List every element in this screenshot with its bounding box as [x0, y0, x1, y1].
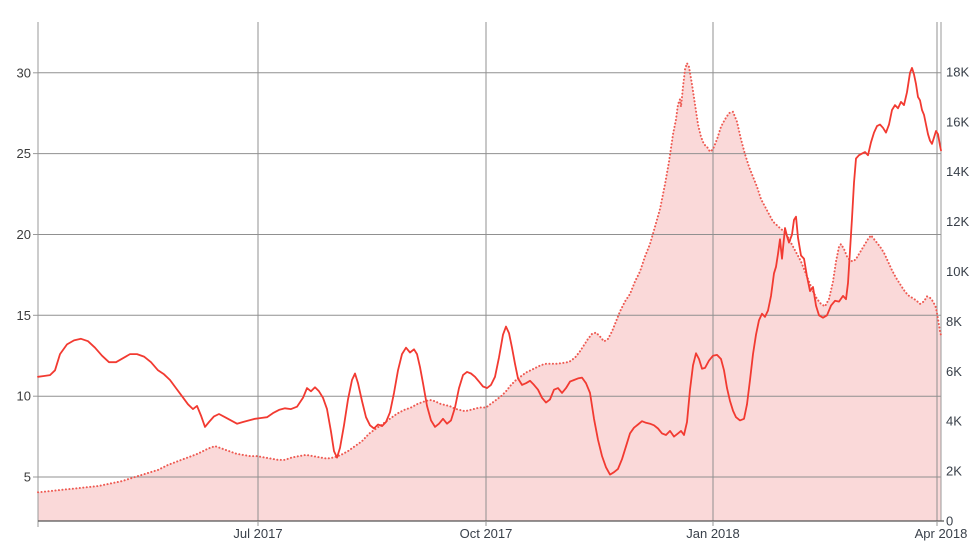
- area-series-fill: [38, 63, 941, 521]
- right-axis-tick-label: 12K: [946, 214, 969, 229]
- left-axis-tick-label: 15: [17, 308, 31, 323]
- left-axis-tick-label: 5: [24, 470, 31, 485]
- right-axis-tick-label: 6K: [946, 364, 962, 379]
- x-axis-date-label: Oct 2017: [460, 526, 513, 541]
- left-axis-tick-label: 25: [17, 146, 31, 161]
- right-axis-tick-label: 14K: [946, 164, 969, 179]
- right-axis-tick-label: 18K: [946, 64, 969, 79]
- left-axis-tick-label: 20: [17, 227, 31, 242]
- right-axis-tick-label: 2K: [946, 464, 962, 479]
- right-axis-tick-label: 0: [946, 514, 953, 529]
- x-axis-date-label: Jan 2018: [686, 526, 740, 541]
- line-series-path: [37, 67, 942, 476]
- x-axis-date-label: Jul 2017: [233, 526, 282, 541]
- x-axis-date-label: Apr 2018: [915, 526, 968, 541]
- right-axis-tick-label: 8K: [946, 314, 962, 329]
- right-axis-tick-label: 10K: [946, 264, 969, 279]
- left-axis-tick-label: 10: [17, 389, 31, 404]
- right-axis-tick-label: 4K: [946, 414, 962, 429]
- area-series-dotted-line: [37, 60, 942, 494]
- right-axis-tick-label: 16K: [946, 114, 969, 129]
- left-axis-tick-label: 30: [17, 65, 31, 80]
